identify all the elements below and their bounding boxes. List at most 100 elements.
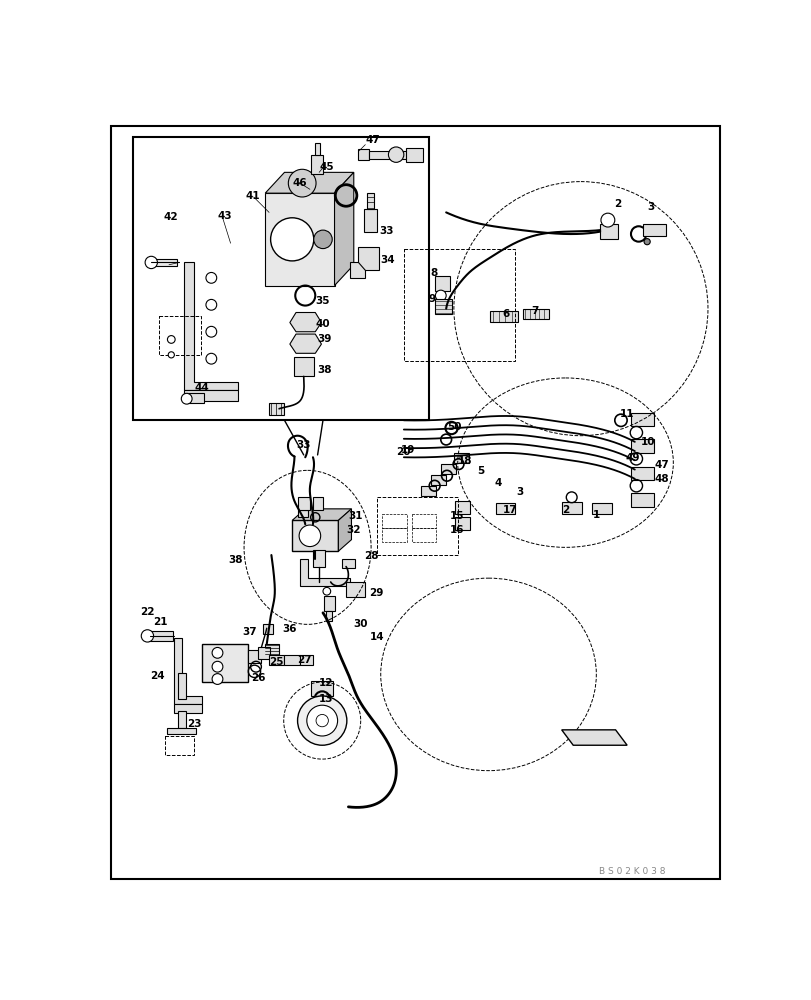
Bar [159,316,201,355]
Polygon shape [350,262,365,278]
Text: 35: 35 [315,296,329,306]
Text: 27: 27 [297,655,311,665]
Polygon shape [268,655,284,665]
Text: 50: 50 [446,422,461,432]
Polygon shape [561,730,626,745]
Text: 36: 36 [282,624,296,634]
Text: 33: 33 [379,226,393,236]
Text: 48: 48 [654,474,668,484]
Circle shape [388,147,403,162]
Text: 34: 34 [380,255,395,265]
Polygon shape [292,520,338,551]
Polygon shape [357,247,379,270]
Polygon shape [148,631,173,641]
Text: 23: 23 [187,719,201,729]
Text: 44: 44 [194,383,209,393]
Text: 40: 40 [315,319,329,329]
Polygon shape [345,582,365,597]
Polygon shape [324,596,334,611]
Polygon shape [630,439,654,453]
Circle shape [307,705,337,736]
Bar [166,728,195,734]
Text: 2: 2 [613,199,620,209]
Text: 1: 1 [593,510,600,520]
Polygon shape [363,209,376,232]
Bar [403,249,515,361]
Circle shape [643,239,650,245]
Text: 29: 29 [369,588,383,598]
Polygon shape [599,224,617,239]
Circle shape [212,661,222,672]
Polygon shape [453,453,469,463]
Polygon shape [440,464,456,474]
Circle shape [315,714,328,727]
Polygon shape [292,509,351,520]
Circle shape [288,169,315,197]
Circle shape [206,353,217,364]
Polygon shape [431,475,445,485]
Polygon shape [630,493,654,507]
Polygon shape [314,143,320,155]
Bar [382,528,406,542]
Polygon shape [268,403,284,415]
Text: 20: 20 [396,447,410,457]
Polygon shape [311,155,323,174]
Text: 14: 14 [370,632,384,642]
Polygon shape [334,172,354,286]
Polygon shape [174,638,202,704]
Circle shape [145,256,157,269]
Circle shape [298,525,320,547]
Circle shape [313,230,332,249]
Polygon shape [326,611,332,620]
Polygon shape [341,559,354,568]
Polygon shape [178,711,186,728]
Text: 3: 3 [646,202,654,212]
Polygon shape [522,309,548,319]
Text: 26: 26 [251,673,265,683]
Bar [165,736,194,755]
Polygon shape [297,510,307,517]
Text: 47: 47 [365,135,380,145]
Circle shape [323,587,330,595]
Text: 46: 46 [292,178,307,188]
Polygon shape [202,644,248,682]
Circle shape [141,630,153,642]
Polygon shape [153,259,177,266]
Text: 22: 22 [140,607,155,617]
Polygon shape [263,624,272,634]
Text: 32: 32 [345,525,360,535]
Polygon shape [187,393,204,403]
Polygon shape [406,148,423,162]
Polygon shape [338,509,351,551]
Circle shape [181,393,192,404]
Circle shape [297,696,346,745]
Text: 49: 49 [624,453,639,463]
Text: 37: 37 [242,627,256,637]
Polygon shape [642,224,665,235]
Text: 47: 47 [654,460,669,470]
Polygon shape [591,503,611,514]
Circle shape [435,290,445,301]
Circle shape [206,272,217,283]
Polygon shape [265,193,334,286]
Polygon shape [434,299,451,314]
Text: 45: 45 [319,162,333,172]
Text: 5: 5 [476,466,483,477]
Polygon shape [630,413,654,426]
Text: 11: 11 [619,409,633,419]
Polygon shape [496,503,515,514]
Text: 8: 8 [430,268,436,278]
Polygon shape [367,193,373,209]
Polygon shape [299,655,312,665]
Text: 17: 17 [502,505,517,515]
Polygon shape [284,655,299,665]
Text: 18: 18 [457,456,472,466]
Polygon shape [312,550,325,567]
Polygon shape [297,497,310,510]
Polygon shape [490,311,517,322]
Polygon shape [454,517,470,530]
Text: 19: 19 [401,445,414,455]
Polygon shape [434,276,449,291]
Polygon shape [257,647,269,659]
Text: 28: 28 [363,551,378,561]
